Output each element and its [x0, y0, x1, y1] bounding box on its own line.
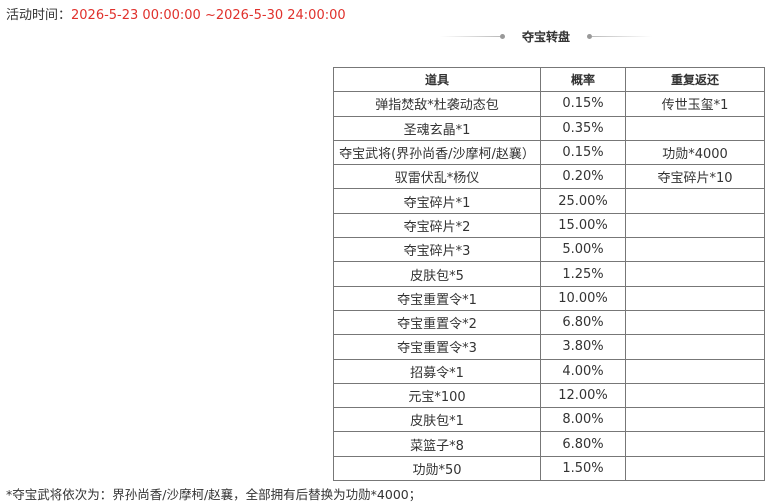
column-header: 概率	[540, 66, 626, 93]
table-cell: 25.00%	[540, 188, 626, 214]
table-cell: 夺宝重置令*2	[333, 309, 541, 336]
table-cell: 1.25%	[540, 261, 626, 287]
table-cell: 5.00%	[540, 237, 626, 263]
table-cell: 夺宝碎片*2	[333, 212, 541, 239]
header-row: 道具 概率 重复返还	[333, 66, 765, 93]
empty-cell	[625, 358, 765, 384]
table-cell: 功勋*4000	[625, 139, 765, 166]
table-row: 夺宝重置令*2 6.80%	[333, 309, 765, 336]
empty-cell	[625, 431, 765, 457]
table-row: 招募令*1 4.00%	[333, 358, 765, 384]
column-header: 重复返还	[625, 66, 765, 93]
table-cell: 皮肤包*1	[333, 407, 541, 433]
table-row: 圣魂玄晶*1 0.35%	[333, 115, 765, 141]
table-cell: 驭雷伏乱*杨仪	[333, 164, 541, 190]
table-cell: 0.15%	[540, 139, 626, 166]
divider-right	[592, 36, 652, 37]
section-heading: 夺宝转盘	[440, 27, 652, 47]
table-cell: 功勋*50	[333, 455, 541, 482]
table-cell: 0.20%	[540, 164, 626, 190]
empty-cell	[625, 334, 765, 360]
empty-cell	[625, 407, 765, 433]
table-row: 夺宝武将(界孙尚香/沙摩柯/赵襄） 0.15% 功勋*4000	[333, 139, 765, 166]
empty-cell	[625, 188, 765, 214]
footnote: *夺宝武将依次为：界孙尚香/沙摩柯/赵襄，全部拥有后替换为功勋*4000；	[6, 487, 422, 502]
table-row: 功勋*50 1.50%	[333, 455, 765, 482]
empty-cell	[625, 309, 765, 336]
empty-cell	[625, 237, 765, 263]
dot	[500, 34, 505, 39]
table-row: 弹指焚敌*杜袭动态包 0.15% 传世玉玺*1	[333, 91, 765, 117]
table-row: 菜篮子*8 6.80%	[333, 431, 765, 457]
table-cell: 夺宝武将(界孙尚香/沙摩柯/赵襄）	[333, 139, 541, 166]
table-cell: 招募令*1	[333, 358, 541, 384]
empty-cell	[625, 455, 765, 482]
table-cell: 10.00%	[540, 285, 626, 311]
empty-cell	[625, 212, 765, 239]
table-cell: 6.80%	[540, 309, 626, 336]
table-cell: 夺宝重置令*1	[333, 285, 541, 311]
table-cell: 圣魂玄晶*1	[333, 115, 541, 141]
time-label: 活动时间：	[6, 8, 72, 23]
table-cell: 菜篮子*8	[333, 431, 541, 457]
table-row: 夺宝碎片*3 5.00%	[333, 237, 765, 263]
table-row: 夺宝重置令*1 10.00%	[333, 285, 765, 311]
empty-cell	[625, 382, 765, 409]
divider-left	[440, 36, 500, 37]
table-cell: 3.80%	[540, 334, 626, 360]
table-row: 夺宝碎片*2 15.00%	[333, 212, 765, 239]
table-row: 元宝*100 12.00%	[333, 382, 765, 409]
table-cell: 夺宝碎片*3	[333, 237, 541, 263]
column-header: 道具	[333, 66, 541, 93]
table-cell: 弹指焚敌*杜袭动态包	[333, 91, 541, 117]
table-cell: 8.00%	[540, 407, 626, 433]
table-cell: 1.50%	[540, 455, 626, 482]
table-cell: 4.00%	[540, 358, 626, 384]
table-cell: 皮肤包*5	[333, 261, 541, 287]
table-row: 夺宝重置令*3 3.80%	[333, 334, 765, 360]
table-row: 皮肤包*1 8.00%	[333, 407, 765, 433]
table-cell: 夺宝碎片*10	[625, 164, 765, 190]
empty-cell	[625, 115, 765, 141]
table-cell: 15.00%	[540, 212, 626, 239]
activity-time: 活动时间：2026-5-23 00:00:00 ~2026-5-30 24:00…	[6, 4, 346, 23]
table-cell: 元宝*100	[333, 382, 541, 409]
table-cell: 0.15%	[540, 91, 626, 117]
table-cell: 12.00%	[540, 382, 626, 409]
table-cell: 夺宝碎片*1	[333, 188, 541, 214]
table-cell: 夺宝重置令*3	[333, 334, 541, 360]
section-title: 夺宝转盘	[521, 30, 570, 44]
dot	[587, 34, 592, 39]
table-cell: 0.35%	[540, 115, 626, 141]
table-row: 驭雷伏乱*杨仪 0.20% 夺宝碎片*10	[333, 164, 765, 190]
reward-table: 道具 概率 重复返还 弹指焚敌*杜袭动态包 0.15% 传世玉玺*1 圣魂玄晶*1 0.35…	[333, 66, 765, 482]
table-row: 皮肤包*5 1.25%	[333, 261, 765, 287]
empty-cell	[625, 285, 765, 311]
empty-cell	[625, 261, 765, 287]
time-range: 2026-5-23 00:00:00 ~2026-5-30 24:00:00	[71, 8, 346, 23]
table-cell: 传世玉玺*1	[625, 91, 765, 117]
table-cell: 6.80%	[540, 431, 626, 457]
table-row: 夺宝碎片*1 25.00%	[333, 188, 765, 214]
table-body: 弹指焚敌*杜袭动态包 0.15% 传世玉玺*1 圣魂玄晶*1 0.35% 夺宝武将(界孙尚…	[333, 91, 765, 482]
